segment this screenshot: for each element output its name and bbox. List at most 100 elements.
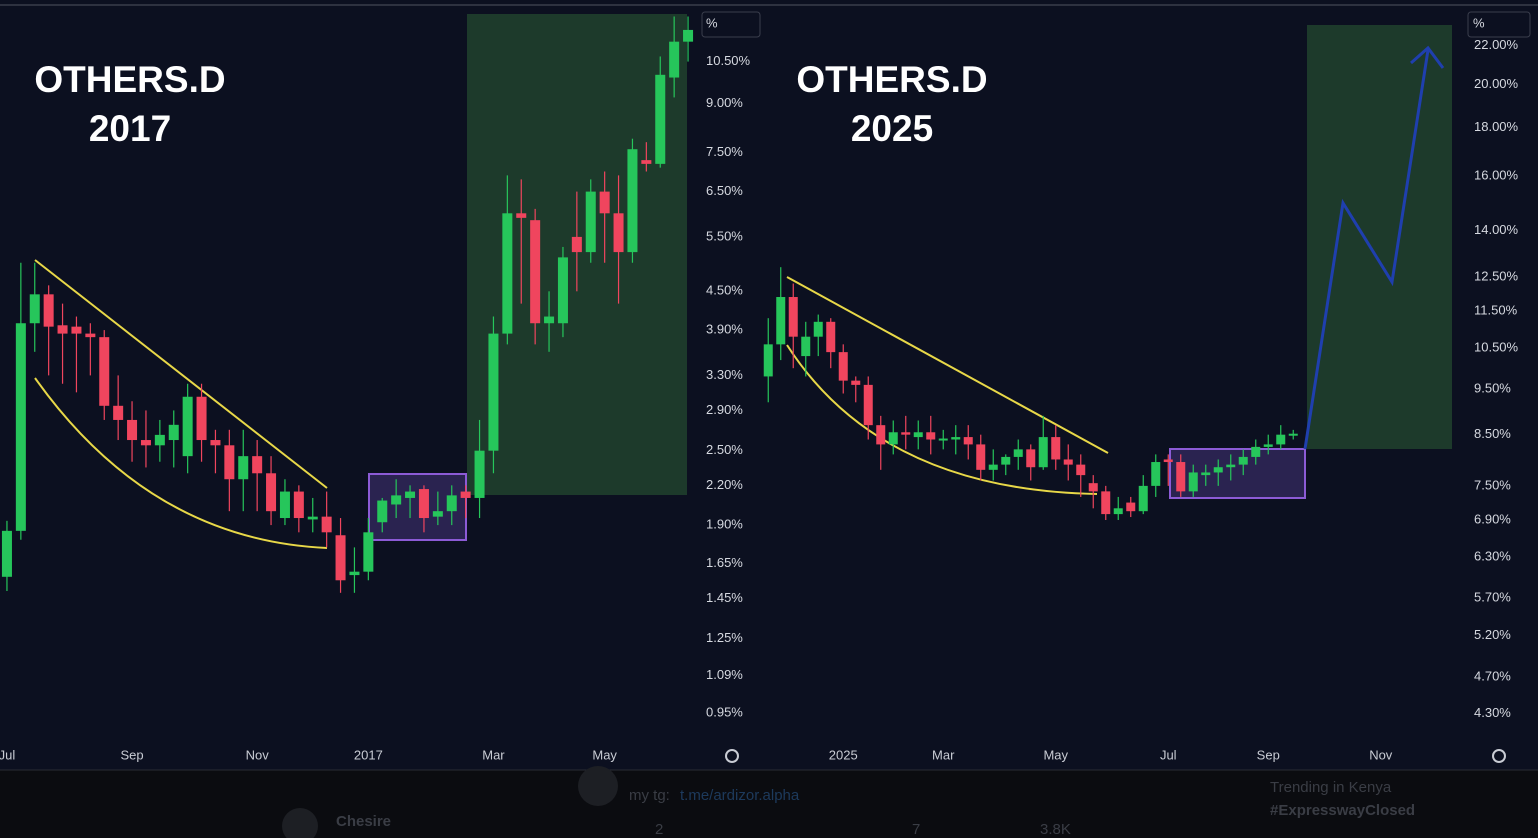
candle-body <box>788 297 798 337</box>
candle-body <box>826 321 836 353</box>
x-tick-label: May <box>1043 747 1068 762</box>
candle-body <box>140 440 151 446</box>
candle-body <box>405 491 416 498</box>
candle-body <box>1026 449 1036 468</box>
reply-count[interactable]: 2 <box>655 821 663 838</box>
candle-body <box>585 191 596 253</box>
y-tick-label: 20.00% <box>1474 76 1519 91</box>
x-tick-label: Jul <box>1160 747 1177 762</box>
trend-curve <box>786 344 1098 495</box>
y-tick-label: 2.20% <box>706 477 743 492</box>
candle-body <box>988 464 998 470</box>
candle-body <box>763 344 773 377</box>
trend-line <box>34 259 328 489</box>
candle-body <box>307 516 318 520</box>
candle-body <box>210 440 221 446</box>
candle-body <box>391 495 402 505</box>
x-tick-label: Nov <box>246 747 270 762</box>
candle-body <box>57 325 68 334</box>
y-tick-label: 3.90% <box>706 322 743 337</box>
y-tick-label: 6.90% <box>1474 511 1511 526</box>
candle-body <box>544 316 555 324</box>
candle-body <box>1213 467 1223 473</box>
y-tick-label: 9.50% <box>1474 381 1511 396</box>
candle-body <box>252 456 263 474</box>
avatar <box>578 766 618 806</box>
y-tick-label: 5.50% <box>706 228 743 243</box>
y-tick-label: 10.50% <box>1474 340 1519 355</box>
candle-body <box>1038 437 1048 468</box>
candle-body <box>655 74 666 164</box>
y-tick-label: 1.45% <box>706 590 743 605</box>
y-tick-label: 2.90% <box>706 402 743 417</box>
candle-body <box>488 333 499 451</box>
candle-body <box>851 380 861 385</box>
candle-body <box>838 352 848 381</box>
y-tick-label: 6.50% <box>706 183 743 198</box>
candle-body <box>1288 433 1298 436</box>
candle-body <box>1238 456 1248 465</box>
candle-body <box>1188 472 1198 492</box>
settings-icon[interactable] <box>725 749 739 763</box>
post-text: my tg: <box>629 787 670 804</box>
x-tick-label: Nov <box>1369 747 1393 762</box>
candle-body <box>888 432 898 445</box>
y-tick-label: 1.65% <box>706 555 743 570</box>
candle-body <box>1163 459 1173 463</box>
candle-body <box>99 337 110 406</box>
x-tick-label: Sep <box>120 747 143 762</box>
chart-title: OTHERS.D <box>34 59 225 100</box>
candle-body <box>530 220 541 324</box>
y-tick-label: 5.70% <box>1474 590 1511 605</box>
y-tick-label: 3.30% <box>706 367 743 382</box>
candle-body <box>335 535 346 581</box>
candle-body <box>669 41 680 78</box>
y-tick-label: 5.20% <box>1474 627 1511 642</box>
x-tick-label: Mar <box>482 747 505 762</box>
candle-body <box>963 437 973 445</box>
candle-body <box>182 396 193 457</box>
post-link[interactable]: t.me/ardizor.alpha <box>680 787 800 804</box>
candle-body <box>71 326 82 334</box>
candle-body <box>432 511 443 517</box>
chart-subtitle: 2017 <box>89 108 171 149</box>
candle-body <box>801 336 811 357</box>
candle-body <box>418 489 429 519</box>
candle-body <box>951 437 961 440</box>
candle-body <box>15 323 26 531</box>
like-count[interactable]: 7 <box>912 821 920 838</box>
y-tick-label: 2.50% <box>706 442 743 457</box>
candle-body <box>460 491 471 498</box>
candle-body <box>1176 462 1186 492</box>
y-tick-label: 4.30% <box>1474 705 1511 720</box>
y-tick-label: 16.00% <box>1474 167 1519 182</box>
candle-body <box>516 213 527 218</box>
view-count[interactable]: 3.8K <box>1040 821 1071 838</box>
settings-icon[interactable] <box>1492 749 1506 763</box>
x-tick-label: Sep <box>1257 747 1280 762</box>
candle-body <box>938 438 948 441</box>
arrow-head <box>1410 45 1445 69</box>
scale-box <box>1467 11 1531 38</box>
user-name[interactable]: Chesire <box>336 813 391 830</box>
candle-body <box>446 495 457 512</box>
trending-tag[interactable]: #ExpresswayClosed <box>1270 802 1415 819</box>
candle-body <box>127 419 138 441</box>
y-tick-label: 1.90% <box>706 517 743 532</box>
trend-curve <box>34 377 328 549</box>
candle-body <box>1063 459 1073 465</box>
x-tick-label: 2025 <box>829 747 858 762</box>
candle-body <box>1226 464 1236 468</box>
candle-body <box>196 396 207 441</box>
scale-label: % <box>1473 15 1485 30</box>
candle-body <box>1013 449 1023 457</box>
candle-body <box>474 450 485 498</box>
candle-body <box>1151 462 1161 486</box>
candle-body <box>1001 456 1011 465</box>
candle-body <box>641 160 652 164</box>
candle-body <box>363 532 374 572</box>
x-tick-label: Mar <box>932 747 955 762</box>
scale-box <box>701 11 761 38</box>
